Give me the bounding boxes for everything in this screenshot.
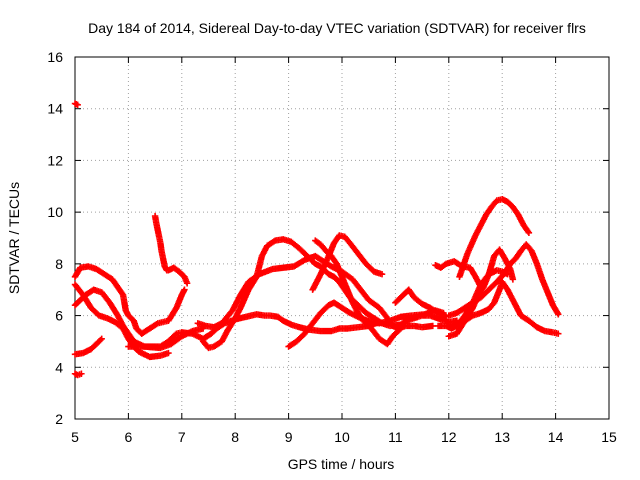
x-tick-labels: 5 6 7 8 9 10 11 12 13 14 15 — [71, 429, 617, 445]
grid — [75, 57, 609, 419]
y-axis-label: SDTVAR / TECUs — [6, 182, 22, 294]
data-point — [509, 276, 517, 283]
x-tick-label: 5 — [71, 429, 79, 445]
data-point — [181, 286, 188, 293]
x-tick-label: 15 — [601, 429, 617, 445]
series-arc-16 — [392, 286, 450, 321]
x-axis-label: GPS time / hours — [288, 456, 395, 472]
series-arc-14 — [312, 237, 461, 348]
x-tick-label: 13 — [494, 429, 510, 445]
chart-title: Day 184 of 2014, Sidereal Day-to-day VTE… — [88, 20, 586, 36]
x-tick-label: 6 — [125, 429, 133, 445]
data-point — [378, 271, 386, 278]
data-point — [78, 370, 85, 377]
x-tick-label: 10 — [334, 429, 350, 445]
x-tick-label: 7 — [178, 429, 186, 445]
series-arc-12 — [194, 252, 436, 332]
data-point — [74, 101, 81, 109]
data-point — [555, 330, 562, 337]
series-arc-7 — [138, 286, 188, 337]
series-arc-8 — [151, 212, 171, 274]
y-tick-label: 4 — [55, 359, 63, 375]
data-point — [429, 322, 436, 330]
x-tick-label: 14 — [548, 429, 564, 445]
series-arc-6 — [71, 263, 145, 337]
series-arc-21 — [456, 196, 533, 280]
data-point — [183, 280, 191, 287]
data-point — [555, 311, 562, 318]
y-tick-label: 14 — [47, 101, 63, 117]
y-tick-label: 6 — [55, 308, 63, 324]
data-point — [98, 335, 105, 343]
data-point — [525, 229, 533, 237]
data-point — [165, 349, 172, 357]
axis-ticks — [74, 56, 610, 420]
series-arc-1 — [71, 100, 81, 109]
data-point — [524, 228, 532, 235]
y-tick-labels: 2 4 6 8 10 12 14 16 — [47, 49, 63, 427]
y-tick-label: 8 — [55, 256, 63, 272]
x-tick-label: 9 — [285, 429, 293, 445]
series-arc-2 — [71, 370, 85, 379]
series-arc-22 — [445, 278, 562, 337]
y-tick-label: 2 — [55, 411, 63, 427]
x-tick-label: 11 — [388, 429, 403, 445]
x-tick-label: 8 — [231, 429, 239, 445]
x-tick-label: 12 — [441, 429, 457, 445]
series-arc-3 — [71, 335, 105, 358]
series-arc-15 — [309, 232, 386, 293]
series-arc-20 — [445, 241, 562, 319]
y-tick-label: 16 — [47, 49, 63, 65]
y-tick-label: 12 — [47, 152, 63, 168]
data-series — [71, 100, 562, 379]
series-arc-9 — [165, 264, 191, 287]
y-tick-label: 10 — [47, 204, 63, 220]
